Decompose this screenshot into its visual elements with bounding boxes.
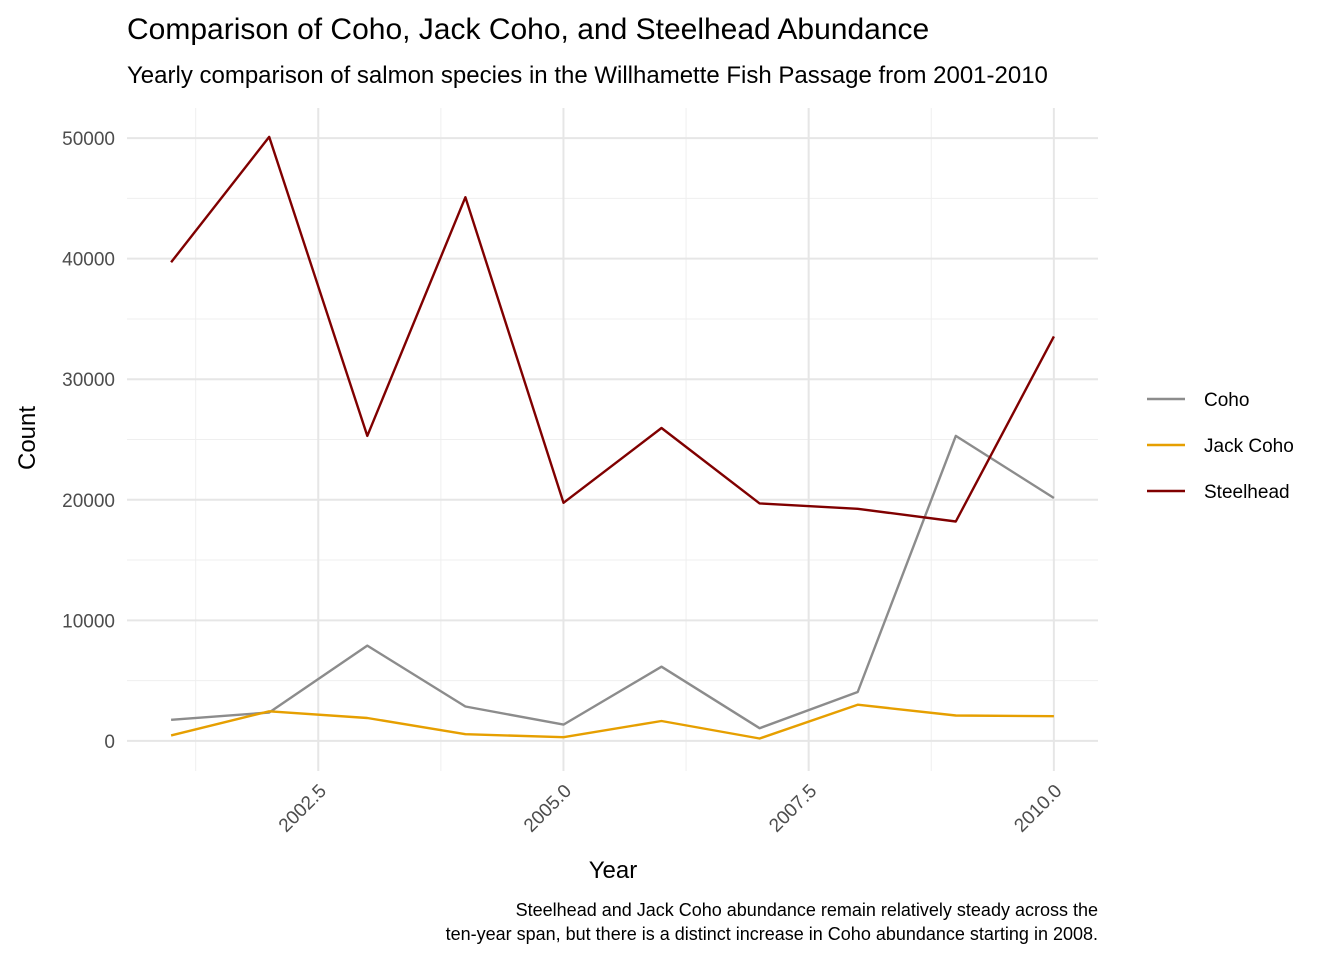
x-tick-label: 2010.0: [1010, 781, 1066, 837]
y-axis-title: Count: [14, 406, 41, 470]
y-tick-label: 50000: [62, 129, 115, 150]
x-tick-label: 2005.0: [520, 781, 576, 837]
series-line-coho: [171, 434, 1055, 730]
legend-label: Jack Coho: [1204, 436, 1294, 457]
x-axis-title: Year: [589, 857, 638, 884]
x-axis-ticks: 2002.5 2005.0 2007.5 2010.0: [275, 781, 1067, 837]
caption-line-1: Steelhead and Jack Coho abundance remain…: [516, 900, 1098, 920]
legend: Coho Jack Coho Steelhead: [1147, 390, 1294, 503]
series-lines: [170, 135, 1055, 740]
y-tick-label: 40000: [62, 250, 115, 271]
grid: [127, 108, 1098, 771]
legend-label: Coho: [1204, 390, 1249, 411]
legend-label: Steelhead: [1204, 482, 1290, 503]
caption-line-2: ten-year span, but there is a distinct i…: [446, 924, 1098, 944]
y-tick-label: 30000: [62, 370, 115, 391]
y-axis-ticks: 0 10000 20000 30000 40000 50000: [62, 129, 115, 753]
chart-title: Comparison of Coho, Jack Coho, and Steel…: [127, 13, 929, 46]
series-line-steelhead: [170, 135, 1055, 523]
y-tick-label: 20000: [62, 491, 115, 512]
y-tick-label: 0: [104, 732, 115, 753]
series-line-jack-coho: [170, 703, 1054, 740]
x-tick-label: 2007.5: [765, 781, 821, 837]
y-tick-label: 10000: [62, 611, 115, 632]
x-tick-label: 2002.5: [275, 781, 331, 837]
chart-subtitle: Yearly comparison of salmon species in t…: [127, 62, 1048, 89]
